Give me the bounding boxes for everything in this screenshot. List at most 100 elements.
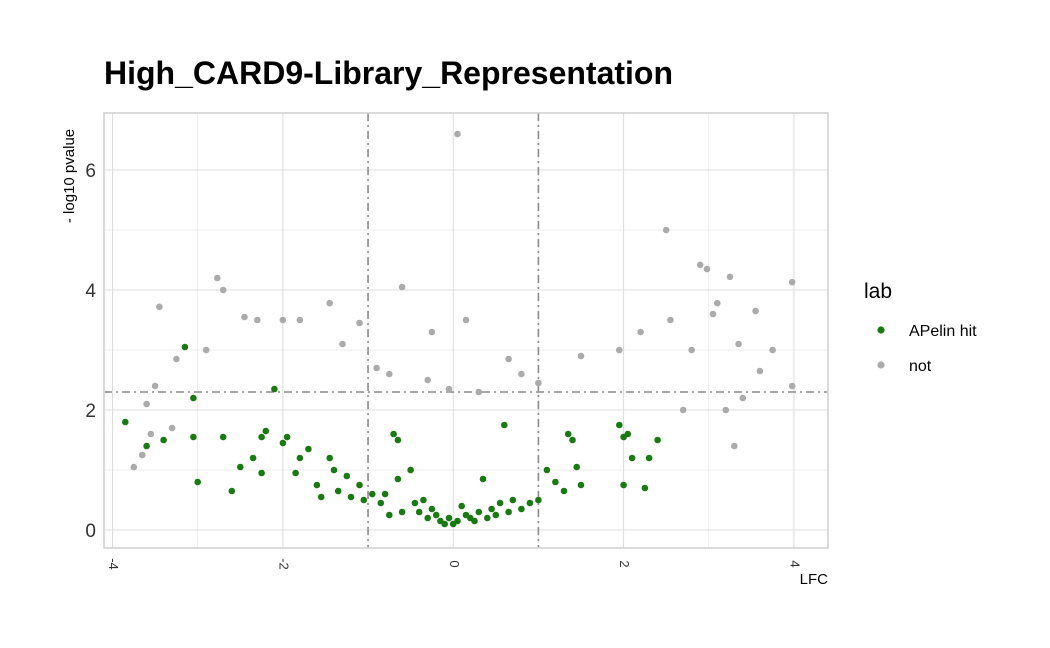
point-hit — [560, 487, 568, 495]
legend-key-hit — [877, 326, 885, 334]
point-hit — [415, 508, 423, 516]
point-hit — [628, 454, 636, 462]
point-hit — [496, 499, 504, 507]
point-hit — [471, 517, 478, 525]
point-not — [518, 370, 525, 378]
point-hit — [143, 442, 150, 450]
legend-key-not — [877, 361, 885, 369]
point-not — [279, 316, 287, 324]
point-hit — [445, 514, 453, 522]
y-tick-label: 4 — [85, 281, 96, 302]
point-hit — [258, 469, 265, 477]
point-hit — [475, 508, 483, 516]
y-tick-label: 6 — [85, 161, 96, 182]
point-hit — [398, 508, 406, 516]
point-not — [373, 364, 380, 372]
point-not — [339, 340, 346, 348]
point-not — [147, 430, 155, 438]
point-not — [535, 379, 542, 387]
point-not — [637, 328, 644, 336]
point-hit — [317, 493, 325, 501]
point-not — [739, 394, 747, 402]
point-not — [505, 355, 512, 363]
point-not — [788, 278, 796, 286]
point-hit — [616, 421, 623, 429]
point-hit — [454, 517, 461, 525]
point-hit — [283, 433, 291, 441]
point-hit — [645, 454, 653, 462]
x-tick-label: -4 — [106, 558, 121, 570]
y-axis-ticks: 0 2 4 6 — [85, 161, 96, 542]
legend-title: lab — [864, 280, 892, 303]
point-not — [173, 355, 180, 363]
point-hit — [458, 502, 466, 510]
chart-title: High_CARD9-Library_Representation — [104, 55, 673, 91]
point-not — [253, 316, 261, 324]
point-hit — [526, 499, 534, 507]
point-hit — [377, 499, 385, 507]
point-not — [688, 346, 695, 354]
point-not — [156, 303, 163, 311]
point-not — [577, 352, 585, 360]
point-hit — [488, 505, 495, 513]
point-not — [752, 307, 759, 315]
point-hit — [228, 487, 236, 495]
point-not — [454, 130, 461, 138]
point-not — [398, 283, 406, 291]
point-not — [143, 400, 150, 408]
point-not — [667, 316, 674, 324]
point-hit — [305, 445, 312, 453]
point-not — [428, 328, 436, 336]
point-hit — [360, 496, 368, 504]
point-not — [662, 226, 670, 234]
point-not — [168, 424, 176, 432]
point-hit — [369, 490, 376, 498]
point-not — [696, 261, 704, 269]
x-axis-label: LFC — [800, 571, 829, 588]
point-not — [296, 316, 304, 324]
point-hit — [569, 436, 576, 444]
point-hit — [386, 511, 393, 519]
point-hit — [394, 436, 402, 444]
data-points — [122, 130, 796, 528]
legend-item-not: not — [877, 358, 932, 375]
point-hit — [194, 478, 201, 486]
point-hit — [411, 499, 419, 507]
point-not — [386, 370, 393, 378]
point-not — [735, 340, 742, 348]
point-hit — [505, 508, 512, 516]
point-not — [139, 451, 146, 459]
point-hit — [334, 487, 342, 495]
point-not — [616, 346, 623, 354]
reference-lines — [104, 113, 828, 548]
point-hit — [330, 466, 338, 474]
point-not — [788, 382, 796, 390]
point-hit — [407, 466, 414, 474]
legend-label-hit: APelin hit — [909, 323, 977, 340]
point-hit — [424, 514, 432, 522]
point-hit — [219, 433, 227, 441]
point-hit — [564, 430, 572, 438]
y-tick-label: 0 — [85, 521, 96, 542]
point-hit — [518, 505, 525, 513]
x-axis-ticks: -4 -2 0 2 4 — [106, 558, 802, 570]
point-not — [731, 442, 738, 450]
point-hit — [432, 511, 440, 519]
point-hit — [552, 478, 559, 486]
point-hit — [441, 520, 449, 528]
point-hit — [271, 385, 278, 393]
point-hit — [343, 472, 351, 480]
point-hit — [624, 430, 632, 438]
point-hit — [258, 433, 265, 441]
point-hit — [249, 454, 257, 462]
point-hit — [390, 430, 397, 438]
point-hit — [394, 475, 402, 483]
x-tick-label: 4 — [787, 560, 802, 567]
point-hit — [190, 433, 197, 441]
grid — [104, 113, 828, 548]
point-hit — [347, 493, 355, 501]
point-not — [714, 299, 721, 307]
point-hit — [296, 454, 304, 462]
point-hit — [479, 475, 487, 483]
